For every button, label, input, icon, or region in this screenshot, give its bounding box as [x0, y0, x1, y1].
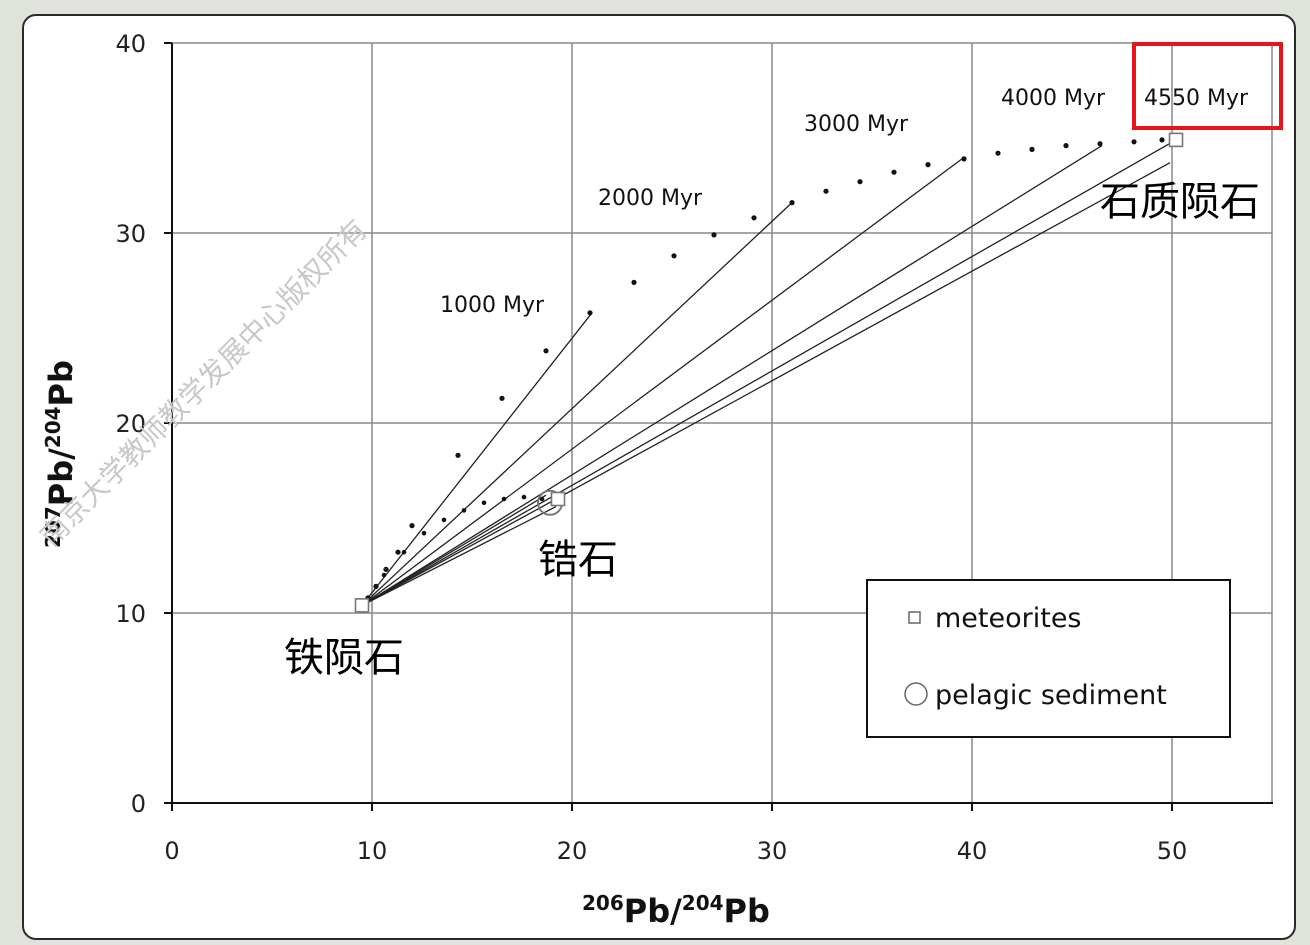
isochron-line-5 — [361, 162, 1171, 606]
isochron-label-1000: 1000 Myr — [440, 293, 545, 318]
legend-box — [866, 579, 1231, 738]
isochron-line-0 — [361, 312, 593, 606]
chart-frame — [22, 14, 1296, 940]
iron-meteorite-label: 铁陨石 — [284, 635, 404, 681]
sediment-curve — [381, 494, 545, 578]
legend-meteorites-label: meteorites — [935, 603, 1082, 634]
sediment-curve-point-7 — [521, 494, 527, 500]
growth-curve-point-2 — [383, 566, 389, 572]
legend-pelagic-marker — [904, 682, 928, 706]
legend: meteorites pelagic sediment — [866, 579, 1231, 738]
isochron-line-6 — [361, 494, 547, 606]
growth-curve-point-3 — [395, 549, 401, 555]
growth-curve-point-24 — [1159, 137, 1165, 143]
x-tick-labels: 0 10 20 30 40 50 — [164, 803, 1187, 865]
growth-curve-point-23 — [1131, 139, 1137, 145]
sediment-curve-point-4 — [461, 508, 467, 513]
y-axis-title: 207Pb/204Pb — [41, 360, 80, 548]
growth-curve-point-18 — [961, 156, 967, 162]
growth-curve-point-10 — [671, 253, 677, 259]
meteorite-marker-2 — [1168, 132, 1184, 148]
growth-curve-point-20 — [1029, 146, 1035, 152]
isochron-label-4000: 4000 Myr — [1001, 86, 1106, 111]
y-tick-label-30: 30 — [115, 220, 146, 248]
x-tick-label-50: 50 — [1157, 837, 1188, 865]
growth-curve-point-13 — [789, 200, 795, 206]
highlight-box — [1132, 42, 1283, 130]
sediment-curve-point-8 — [539, 496, 545, 502]
x-tick-label-30: 30 — [757, 837, 788, 865]
isochron-line-3 — [361, 145, 1103, 606]
growth-curve-point-5 — [455, 452, 461, 458]
isochron-line-2 — [361, 158, 963, 606]
isochron-label-3000: 3000 Myr — [804, 112, 909, 137]
isochron-lines — [361, 139, 1177, 606]
legend-meteorite-marker — [908, 611, 921, 624]
legend-pelagic-label: pelagic sediment — [935, 680, 1167, 711]
growth-curve-point-17 — [925, 162, 931, 168]
x-tick-label-10: 10 — [357, 837, 388, 865]
growth-curve-point-11 — [711, 232, 717, 238]
growth-curve-point-16 — [891, 169, 897, 175]
x-axis-title: 206Pb/204Pb — [582, 891, 770, 930]
sediment-curve-point-2 — [421, 530, 427, 536]
sediment-curve-point-6 — [501, 496, 507, 502]
isochron-line-4 — [361, 139, 1177, 606]
growth-curve-point-9 — [631, 279, 637, 285]
x-tick-label-40: 40 — [957, 837, 988, 865]
watermark: 南京大学教师教学发展中心版权所有 — [34, 213, 374, 553]
data-markers — [354, 132, 1184, 613]
growth-curve-point-21 — [1063, 143, 1069, 149]
y-tick-label-20: 20 — [115, 410, 146, 438]
meteorite-marker-1 — [550, 491, 566, 507]
growth-curve-point-6 — [499, 395, 505, 401]
sediment-curve-point-5 — [481, 500, 487, 506]
meteorite-marker-0 — [354, 598, 370, 613]
isochron-line-7 — [361, 506, 557, 606]
growth-curve-point-15 — [857, 179, 863, 185]
y-tick-label-40: 40 — [115, 30, 146, 58]
y-tick-labels: 0 10 20 30 40 — [115, 30, 172, 818]
growth-curve-point-8 — [587, 310, 593, 316]
growth-curve-point-14 — [823, 188, 829, 194]
zircon-label: 锆石 — [538, 537, 618, 583]
growth-curve-point-19 — [995, 150, 1001, 156]
isochron-label-2000: 2000 Myr — [598, 186, 703, 211]
growth-curve-point-4 — [409, 523, 415, 529]
x-tick-label-0: 0 — [164, 837, 179, 865]
growth-curve-point-12 — [751, 215, 757, 221]
stony-meteorite-label: 石质陨石 — [1100, 179, 1260, 225]
isochron-label-4550: 4550 Myr — [1144, 86, 1249, 111]
y-tick-label-10: 10 — [115, 600, 146, 628]
x-tick-label-20: 20 — [557, 837, 588, 865]
sediment-curve-point-1 — [401, 549, 407, 555]
sediment-curve-point-0 — [381, 572, 387, 578]
y-tick-label-0: 0 — [131, 790, 146, 818]
growth-curve-point-1 — [373, 583, 379, 590]
sediment-curve-point-3 — [441, 517, 447, 523]
growth-curve — [365, 137, 1165, 601]
isochron-line-1 — [361, 202, 793, 606]
growth-curve-point-7 — [543, 348, 549, 354]
growth-curve-point-22 — [1097, 141, 1103, 147]
